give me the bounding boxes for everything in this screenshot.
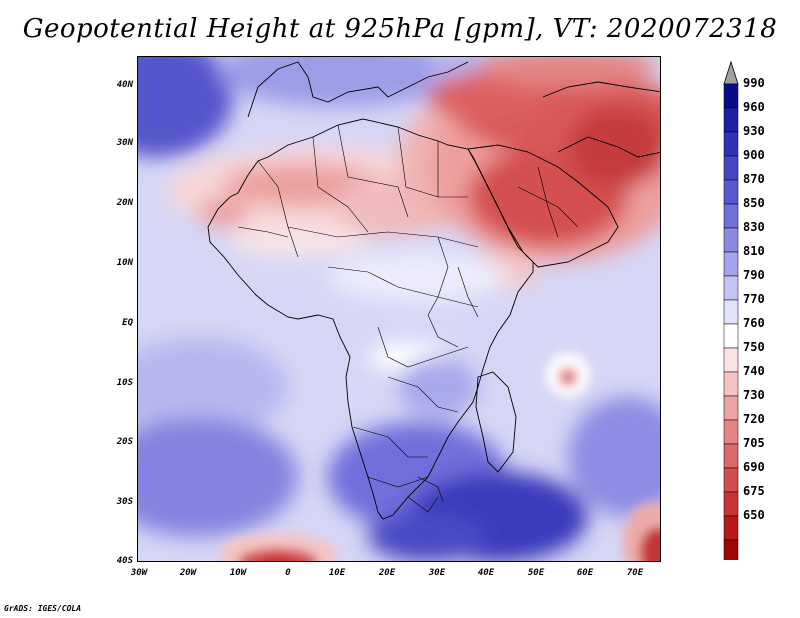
colorbar-swatch bbox=[723, 155, 739, 181]
colorbar-swatch bbox=[723, 83, 739, 109]
africa-coastline bbox=[207, 118, 534, 520]
colorbar-swatch bbox=[723, 491, 739, 517]
colorbar-level-label: 705 bbox=[743, 436, 765, 450]
lon-label: 40E bbox=[477, 568, 495, 578]
lon-label: 20W bbox=[179, 568, 197, 578]
colorbar-level-label: 760 bbox=[743, 316, 765, 330]
colorbar-swatch bbox=[723, 299, 739, 325]
colorbar-level-label: 960 bbox=[743, 100, 765, 114]
colorbar-level-label: 740 bbox=[743, 364, 765, 378]
map-panel bbox=[137, 56, 661, 562]
country-borders bbox=[237, 124, 579, 513]
arabia-coastline bbox=[467, 144, 619, 268]
credit-text: GrADS: IGES/COLA bbox=[4, 604, 82, 613]
lon-label: 10E bbox=[328, 568, 346, 578]
lon-label: 50E bbox=[527, 568, 545, 578]
colorbar-swatch bbox=[723, 323, 739, 349]
europe-coastline bbox=[247, 61, 469, 118]
lon-label: 70E bbox=[626, 568, 644, 578]
madagascar-coastline bbox=[475, 371, 517, 473]
lon-label: 10W bbox=[229, 568, 247, 578]
colorbar-swatch bbox=[723, 203, 739, 229]
lat-label: EQ bbox=[122, 318, 133, 328]
colorbar-level-label: 690 bbox=[743, 460, 765, 474]
colorbar-swatch bbox=[723, 179, 739, 205]
lat-label: 10N bbox=[116, 258, 133, 268]
colorbar-over-triangle bbox=[723, 60, 739, 85]
lat-label: 40S bbox=[116, 556, 133, 566]
lon-label: 30E bbox=[428, 568, 446, 578]
lon-label: 20E bbox=[378, 568, 396, 578]
lon-label: 30W bbox=[130, 568, 148, 578]
colorbar-swatch bbox=[723, 419, 739, 445]
colorbar-swatch bbox=[723, 251, 739, 277]
colorbar-swatch bbox=[723, 275, 739, 301]
colorbar bbox=[723, 60, 739, 560]
colorbar-swatch bbox=[723, 131, 739, 157]
lon-label: 60E bbox=[576, 568, 594, 578]
colorbar-level-label: 730 bbox=[743, 388, 765, 402]
colorbar-swatch bbox=[723, 371, 739, 397]
colorbar-level-label: 870 bbox=[743, 172, 765, 186]
colorbar-swatch bbox=[723, 443, 739, 469]
lon-label: 0 bbox=[285, 568, 291, 578]
colorbar-level-label: 750 bbox=[743, 340, 765, 354]
colorbar-level-label: 810 bbox=[743, 244, 765, 258]
colorbar-level-label: 830 bbox=[743, 220, 765, 234]
lat-label: 40N bbox=[116, 80, 133, 90]
colorbar-level-label: 990 bbox=[743, 76, 765, 90]
colorbar-level-label: 650 bbox=[743, 508, 765, 522]
colorbar-swatch bbox=[723, 515, 739, 541]
colorbar-swatch bbox=[723, 539, 739, 560]
colorbar-swatch bbox=[723, 347, 739, 373]
colorbar-level-label: 770 bbox=[743, 292, 765, 306]
height-field bbox=[138, 57, 660, 561]
colorbar-swatch bbox=[723, 107, 739, 133]
colorbar-level-label: 900 bbox=[743, 148, 765, 162]
lat-label: 20S bbox=[116, 437, 133, 447]
coastlines bbox=[207, 61, 660, 520]
colorbar-swatch bbox=[723, 395, 739, 421]
lat-label: 10S bbox=[116, 378, 133, 388]
lat-label: 30N bbox=[116, 138, 133, 148]
map-title: Geopotential Height at 925hPa [gpm], VT:… bbox=[22, 14, 778, 44]
lat-label: 30S bbox=[116, 497, 133, 507]
low-northwest bbox=[138, 57, 233, 157]
colorbar-level-label: 930 bbox=[743, 124, 765, 138]
colorbar-swatch bbox=[723, 227, 739, 253]
colorbar-swatch bbox=[723, 467, 739, 493]
colorbar-level-label: 720 bbox=[743, 412, 765, 426]
colorbar-level-label: 790 bbox=[743, 268, 765, 282]
colorbar-level-label: 675 bbox=[743, 484, 765, 498]
colorbar-level-label: 850 bbox=[743, 196, 765, 210]
lat-label: 20N bbox=[116, 198, 133, 208]
